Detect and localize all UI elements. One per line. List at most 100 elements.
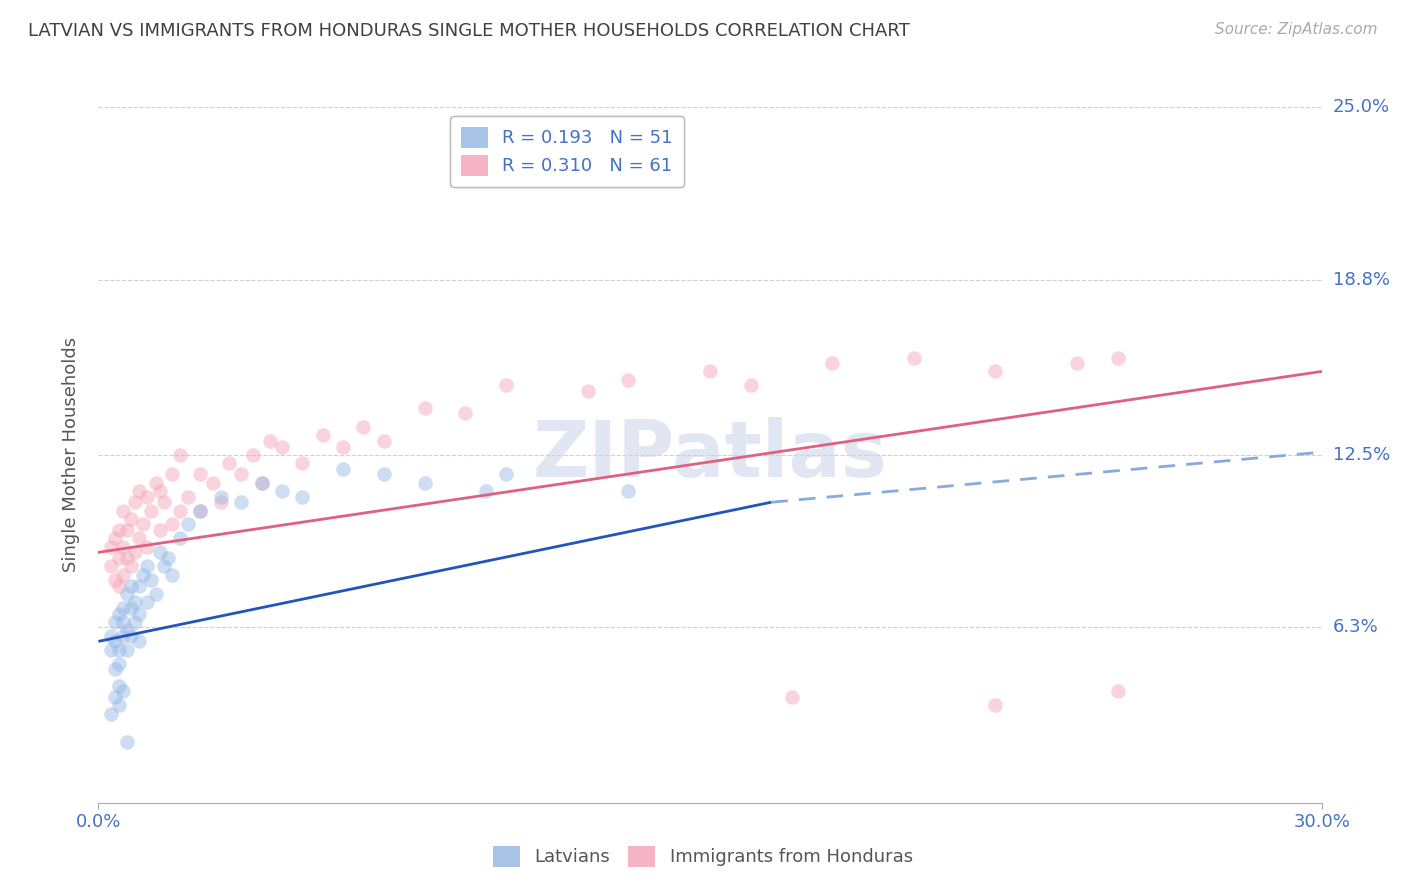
Point: [124, 595, 146, 609]
Point: [373, 467, 395, 482]
Point: [413, 401, 436, 415]
Point: [291, 456, 314, 470]
Point: [250, 475, 273, 490]
Point: [108, 550, 131, 565]
Point: [1107, 351, 1129, 365]
Point: [111, 629, 134, 643]
Point: [152, 495, 174, 509]
Point: [108, 679, 131, 693]
Point: [136, 540, 159, 554]
Text: Source: ZipAtlas.com: Source: ZipAtlas.com: [1215, 22, 1378, 37]
Point: [108, 657, 131, 671]
Point: [128, 532, 150, 546]
Text: ZIPatlas: ZIPatlas: [533, 417, 887, 493]
Point: [177, 490, 200, 504]
Point: [495, 467, 517, 482]
Point: [740, 378, 762, 392]
Point: [100, 642, 122, 657]
Point: [576, 384, 599, 398]
Point: [111, 567, 134, 582]
Point: [104, 690, 127, 704]
Point: [903, 351, 925, 365]
Point: [1107, 684, 1129, 698]
Point: [104, 634, 127, 648]
Point: [160, 517, 183, 532]
Legend: R = 0.193   N = 51, R = 0.310   N = 61: R = 0.193 N = 51, R = 0.310 N = 61: [450, 116, 683, 186]
Point: [115, 587, 138, 601]
Point: [124, 545, 146, 559]
Point: [160, 467, 183, 482]
Point: [270, 484, 294, 499]
Point: [169, 532, 191, 546]
Point: [373, 434, 395, 448]
Point: [149, 545, 172, 559]
Point: [149, 484, 172, 499]
Point: [821, 356, 844, 370]
Text: 12.5%: 12.5%: [1333, 446, 1391, 464]
Point: [108, 579, 131, 593]
Point: [201, 475, 224, 490]
Point: [104, 662, 127, 676]
Point: [332, 462, 354, 476]
Point: [169, 503, 191, 517]
Point: [108, 607, 131, 621]
Point: [617, 484, 640, 499]
Point: [291, 490, 314, 504]
Point: [149, 523, 172, 537]
Point: [231, 467, 253, 482]
Point: [111, 540, 134, 554]
Point: [312, 428, 335, 442]
Point: [104, 615, 127, 629]
Point: [111, 615, 134, 629]
Point: [115, 734, 138, 748]
Point: [145, 475, 167, 490]
Point: [128, 579, 150, 593]
Point: [699, 364, 721, 378]
Point: [413, 475, 436, 490]
Point: [495, 378, 517, 392]
Point: [115, 550, 138, 565]
Point: [209, 495, 232, 509]
Point: [474, 484, 498, 499]
Point: [111, 601, 134, 615]
Point: [108, 523, 131, 537]
Point: [120, 629, 142, 643]
Legend: Latvians, Immigrants from Honduras: Latvians, Immigrants from Honduras: [486, 838, 920, 874]
Point: [108, 642, 131, 657]
Point: [136, 559, 159, 574]
Point: [145, 587, 167, 601]
Point: [231, 495, 253, 509]
Point: [120, 512, 142, 526]
Point: [218, 456, 240, 470]
Point: [136, 595, 159, 609]
Point: [188, 467, 212, 482]
Point: [111, 503, 134, 517]
Point: [780, 690, 803, 704]
Point: [132, 567, 155, 582]
Point: [160, 567, 183, 582]
Text: 25.0%: 25.0%: [1333, 98, 1391, 116]
Point: [152, 559, 174, 574]
Point: [454, 406, 477, 420]
Point: [270, 440, 294, 454]
Text: 18.8%: 18.8%: [1333, 270, 1389, 289]
Point: [156, 550, 179, 565]
Point: [132, 517, 155, 532]
Point: [120, 601, 142, 615]
Point: [100, 559, 122, 574]
Point: [120, 559, 142, 574]
Point: [250, 475, 273, 490]
Text: LATVIAN VS IMMIGRANTS FROM HONDURAS SINGLE MOTHER HOUSEHOLDS CORRELATION CHART: LATVIAN VS IMMIGRANTS FROM HONDURAS SING…: [28, 22, 910, 40]
Point: [115, 642, 138, 657]
Point: [111, 684, 134, 698]
Point: [259, 434, 281, 448]
Point: [188, 503, 212, 517]
Point: [188, 503, 212, 517]
Point: [124, 615, 146, 629]
Point: [141, 573, 163, 587]
Point: [1066, 356, 1088, 370]
Point: [100, 706, 122, 721]
Point: [177, 517, 200, 532]
Point: [124, 495, 146, 509]
Point: [128, 607, 150, 621]
